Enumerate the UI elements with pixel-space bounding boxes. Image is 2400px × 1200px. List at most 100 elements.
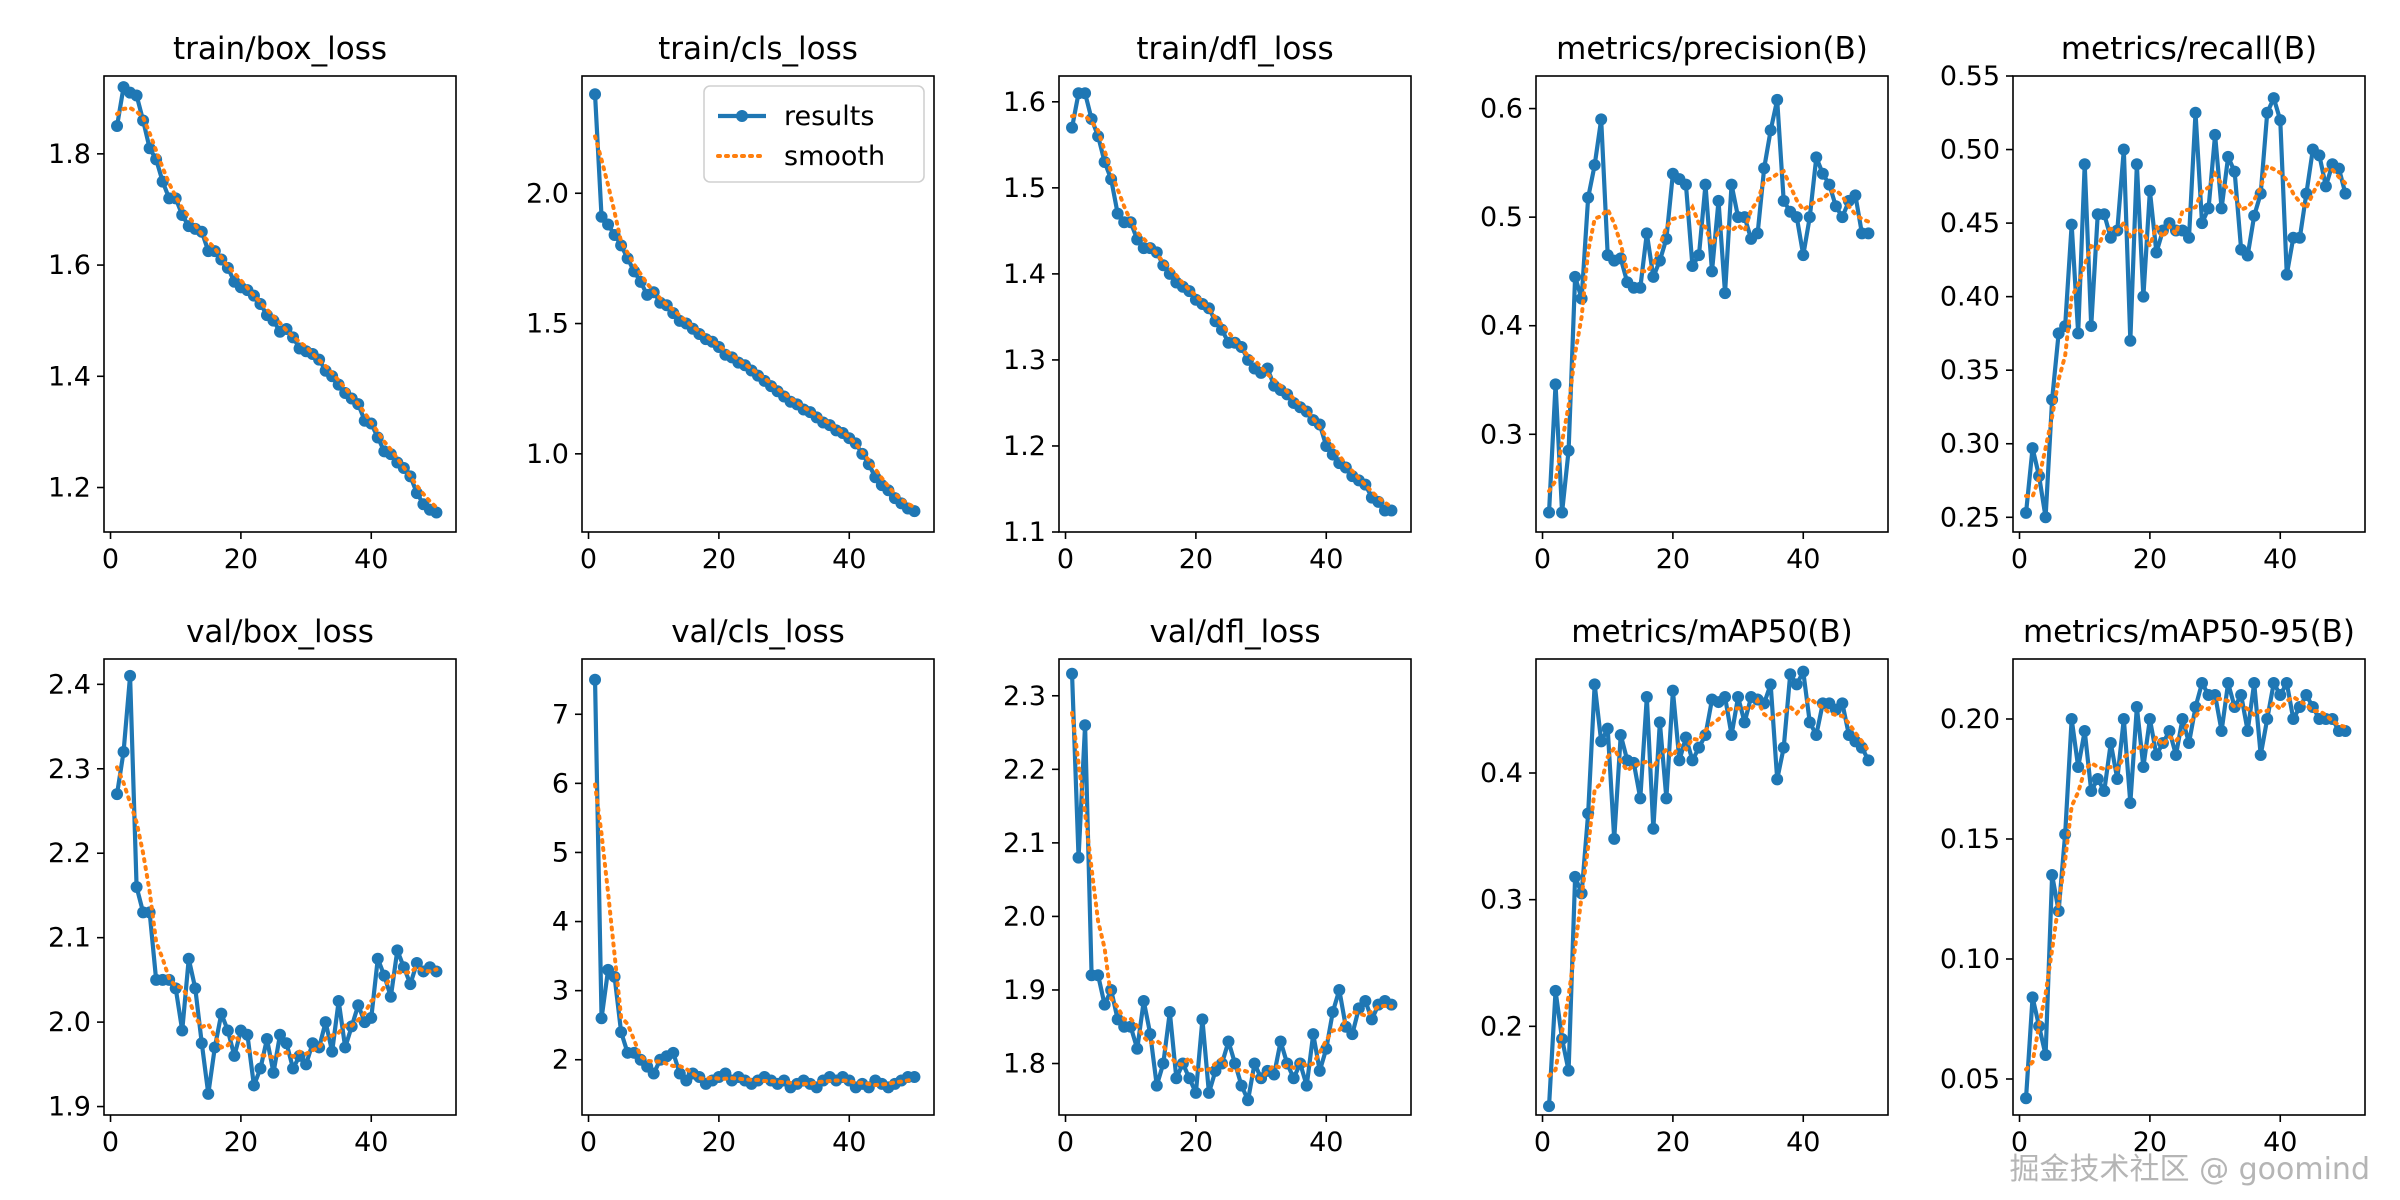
results-point xyxy=(365,1011,378,1024)
results-point xyxy=(2150,246,2163,259)
x-tick-label: 0 xyxy=(580,1127,597,1158)
results-point xyxy=(1274,1035,1287,1048)
y-tick-label: 0.6 xyxy=(1480,94,1523,125)
results-point xyxy=(1313,1064,1326,1077)
smooth-line xyxy=(115,765,439,1060)
legend-results-label: results xyxy=(784,101,874,132)
panel-title: val/box_loss xyxy=(186,614,374,650)
y-tick-label: 0.5 xyxy=(1480,202,1523,233)
y-tick-label: 1.6 xyxy=(48,250,91,281)
panel-6: val/cls_loss 0 20 40 2 3 4 5 6 7 xyxy=(552,614,935,1158)
results-point xyxy=(332,378,345,391)
y-tick-label: 2.2 xyxy=(1003,754,1046,785)
results-point xyxy=(1092,969,1105,982)
panel-title: val/dfl_loss xyxy=(1150,614,1321,650)
y-tick-label: 2 xyxy=(552,1045,569,1076)
results-point xyxy=(2124,334,2137,347)
panel-title: metrics/precision(B) xyxy=(1556,31,1868,67)
x-tick-label: 40 xyxy=(832,1127,866,1158)
y-tick-label: 0.50 xyxy=(1940,135,2000,166)
smooth-line xyxy=(1547,695,1871,1078)
smooth-line xyxy=(2024,163,2348,499)
results-point xyxy=(2222,677,2235,689)
results-point xyxy=(1732,691,1745,703)
y-tick-label: 1.8 xyxy=(1003,1049,1046,1080)
results-point xyxy=(1320,439,1333,452)
results-point xyxy=(2143,713,2156,725)
results-point xyxy=(2111,773,2124,785)
results-point xyxy=(1287,1072,1300,1085)
results-point xyxy=(1066,121,1079,134)
x-tick-label: 20 xyxy=(702,544,736,575)
results-point xyxy=(2183,231,2195,244)
results-point xyxy=(2143,184,2156,197)
results-point xyxy=(1385,504,1398,517)
results-point xyxy=(1816,167,1829,180)
results-point xyxy=(1588,159,1601,172)
results-point xyxy=(410,957,423,969)
results-point xyxy=(2130,701,2143,713)
results-point xyxy=(1862,227,1875,240)
results-point xyxy=(2235,689,2248,701)
x-tick-label: 0 xyxy=(1057,1127,1074,1158)
results-point xyxy=(326,1045,339,1058)
y-tick-label: 0.30 xyxy=(1940,429,2000,460)
y-tick-label: 2.1 xyxy=(1003,828,1046,859)
results-point xyxy=(2098,785,2111,797)
results-point xyxy=(287,1062,300,1075)
results-point xyxy=(1862,754,1875,767)
panel-0: train/box_loss 0 20 40 1.2 1.4 1.6 1.8 xyxy=(48,31,457,575)
results-point xyxy=(1543,1100,1556,1113)
results-point xyxy=(615,1026,628,1039)
results-point xyxy=(2267,92,2280,105)
results-point xyxy=(371,952,384,965)
results-point xyxy=(1647,270,1660,283)
results-point xyxy=(143,142,156,155)
results-point xyxy=(1725,729,1738,741)
y-tick-label: 1.2 xyxy=(1003,431,1046,462)
x-tick-label: 0 xyxy=(102,544,119,575)
x-tick-label: 20 xyxy=(2133,544,2167,575)
x-tick-label: 40 xyxy=(2263,1127,2297,1158)
results-point xyxy=(247,1079,260,1092)
results-point xyxy=(2215,202,2228,215)
results-point xyxy=(2248,209,2261,222)
results-point xyxy=(1640,227,1653,240)
results-point xyxy=(1738,716,1751,729)
results-point xyxy=(2098,208,2111,221)
results-point xyxy=(1359,995,1372,1007)
results-point xyxy=(2274,114,2287,127)
results-point xyxy=(2254,749,2267,761)
smooth-line xyxy=(1070,710,1394,1082)
x-tick-label: 40 xyxy=(1786,1127,1820,1158)
results-point xyxy=(1790,211,1803,224)
y-tick-label: 0.10 xyxy=(1940,944,2000,975)
y-tick-label: 0.4 xyxy=(1480,311,1523,342)
results-point xyxy=(1111,207,1124,220)
panel-4: metrics/recall(B) 0 20 40 0.25 0.30 0.35 0.40 0.… xyxy=(1940,31,2366,575)
results-line xyxy=(1546,97,1869,515)
results-point xyxy=(1163,1006,1176,1019)
results-point xyxy=(1235,1079,1248,1092)
results-point xyxy=(2065,218,2078,231)
results-point xyxy=(1803,211,1816,224)
results-point xyxy=(332,995,345,1007)
results-point xyxy=(1692,249,1705,262)
y-tick-label: 0.05 xyxy=(1940,1064,2000,1095)
results-point xyxy=(1764,124,1777,137)
results-point xyxy=(1157,1057,1170,1070)
results-point xyxy=(1562,444,1575,457)
results-point xyxy=(908,505,921,518)
results-point xyxy=(254,1062,267,1075)
results-point xyxy=(2091,773,2104,785)
panel-5: val/box_loss 0 20 40 1.9 2.0 2.1 2.2 2.3 2.4 xyxy=(48,614,457,1158)
smooth-line xyxy=(593,782,917,1088)
legend-results-marker xyxy=(736,110,748,122)
x-tick-label: 20 xyxy=(224,544,258,575)
panel-2: train/dfl_loss 0 20 40 1.1 1.2 1.3 1.4 1.5 1.6 xyxy=(1003,31,1412,575)
results-point xyxy=(1582,191,1595,204)
results-point xyxy=(2313,149,2326,162)
results-point xyxy=(2183,737,2195,749)
panel-title: metrics/recall(B) xyxy=(2061,31,2317,67)
plot-frame xyxy=(1535,75,1889,533)
